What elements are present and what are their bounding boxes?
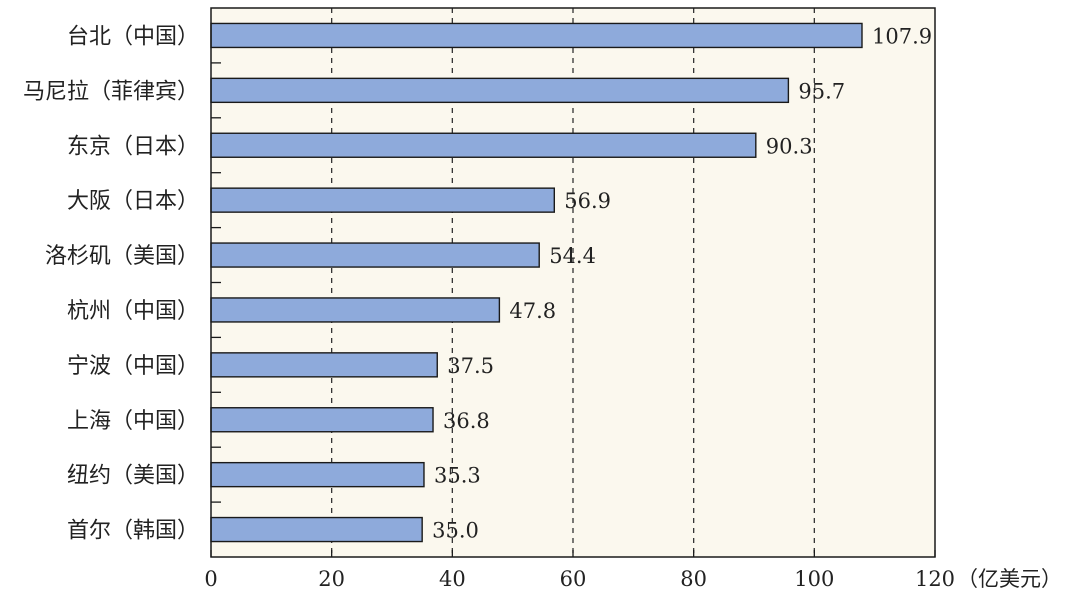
value-label: 37.5 [447, 354, 494, 378]
x-tick-label: 40 [439, 567, 466, 591]
bar [210, 461, 425, 488]
category-label: 东京（日本） [67, 134, 199, 159]
value-label: 54.4 [549, 244, 596, 268]
bar [210, 242, 540, 268]
bar [210, 407, 434, 433]
x-tick-label: 80 [680, 567, 707, 591]
value-label: 36.8 [443, 409, 490, 433]
x-tick-label: 120 [915, 567, 955, 591]
category-label: 上海（中国） [67, 409, 199, 434]
x-axis-unit: （亿美元） [957, 567, 1062, 591]
value-label: 90.3 [766, 134, 813, 158]
bar [210, 516, 423, 543]
bars [210, 22, 863, 543]
value-label: 35.3 [434, 464, 481, 488]
category-label: 大阪（日本） [67, 189, 199, 214]
x-tick-label: 0 [204, 567, 217, 591]
category-label: 杭州（中国） [67, 299, 199, 324]
x-tick-label: 100 [794, 567, 834, 591]
x-tick-label: 20 [318, 567, 345, 591]
bar [210, 132, 757, 158]
category-label: 纽约（美国） [67, 464, 199, 489]
category-labels: 台北（中国） 马尼拉（菲律宾） 东京（日本） 大阪（日本） 洛杉矶（美国） 杭州（中国） 宁… [23, 24, 199, 543]
bar [210, 297, 501, 323]
value-label: 56.9 [564, 189, 611, 213]
category-label: 马尼拉（菲律宾） [23, 79, 199, 104]
axes [210, 7, 936, 558]
x-tick-labels: 0 20 40 60 80 100 120 [204, 567, 955, 591]
value-label: 47.8 [509, 299, 556, 323]
bar [210, 77, 790, 104]
category-label: 宁波（中国） [67, 354, 199, 379]
value-labels: 107.9 95.7 90.3 56.9 54.4 47.8 37.5 36.8 35.3 35.… [432, 24, 932, 542]
category-label: 首尔（韩国） [67, 519, 199, 544]
value-label: 35.0 [432, 519, 479, 543]
x-tick-label: 60 [560, 567, 587, 591]
value-label: 107.9 [872, 24, 932, 48]
value-label: 95.7 [798, 79, 845, 103]
category-label: 洛杉矶（美国） [45, 244, 199, 269]
bar [210, 22, 863, 49]
bar [210, 352, 438, 378]
bar [210, 187, 555, 213]
category-label: 台北（中国） [67, 24, 199, 49]
